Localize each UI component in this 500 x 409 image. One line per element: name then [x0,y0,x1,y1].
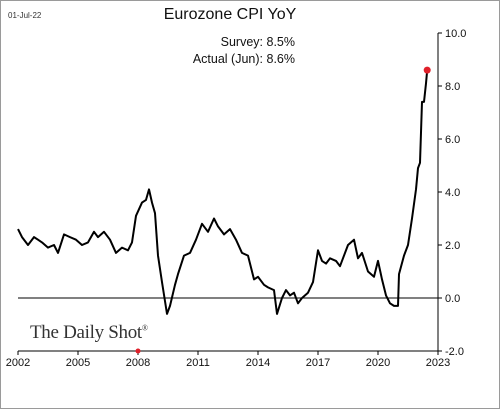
y-tick-label: 6.0 [445,134,460,146]
actual-note: Actual (Jun): 8.6% [193,52,295,66]
chart-title: Eurozone CPI YoY [163,6,297,23]
latest-value-marker [423,66,431,74]
survey-note: Survey: 8.5% [221,35,295,49]
y-tick-label: -2.0 [445,346,464,358]
actual-value: 8.6% [266,52,296,66]
y-tick-label: 8.0 [445,81,460,93]
survey-label: Survey: [220,35,264,49]
y-tick-label: 10.0 [445,28,466,40]
x-tick-label: 2005 [66,357,90,369]
x-tick-label: 2002 [6,357,30,369]
x-tick-label: 2023 [426,357,450,369]
brand-mark: ® [141,323,148,333]
brand-logo: The Daily Shot® [30,322,148,344]
x-tick-label: 2011 [186,357,210,369]
x-tick-label: 2008 [126,357,150,369]
x-tick-label: 2020 [366,357,390,369]
cpi-series-line [17,70,429,315]
series-group [17,66,431,354]
x-tick-label: 2017 [306,357,330,369]
y-tick-label: 2.0 [445,240,460,252]
actual-label: Actual (Jun): [192,52,264,66]
axes-group: 2002 2005 2008 2011 2014 2017 2020 2023-2.0 0.0 2… [6,28,467,369]
brand-name: The Daily Shot [30,322,142,343]
chart-date: 01-Jul-22 [8,11,42,20]
survey-value: 8.5% [266,35,296,49]
y-tick-label: 0.0 [445,293,460,305]
axis-marker-dot [135,348,141,354]
x-tick-label: 2014 [246,357,270,369]
y-tick-label: 4.0 [445,187,460,199]
